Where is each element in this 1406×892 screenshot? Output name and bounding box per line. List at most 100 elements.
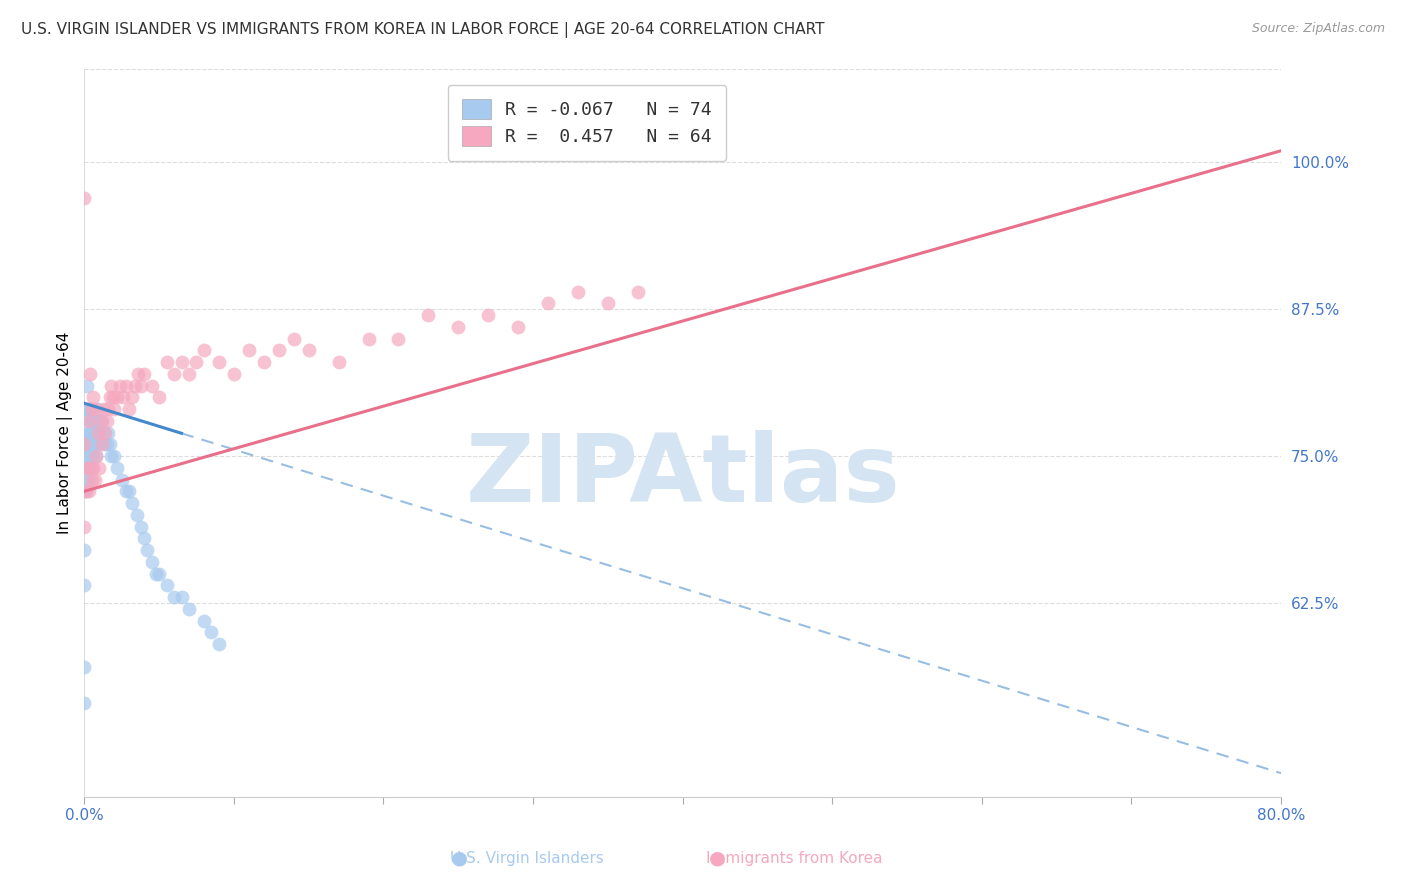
Point bbox=[84, 449, 107, 463]
Point bbox=[79, 437, 101, 451]
Point bbox=[96, 437, 118, 451]
Point bbox=[83, 425, 105, 440]
Point bbox=[148, 390, 170, 404]
Point bbox=[98, 437, 121, 451]
Point bbox=[267, 343, 290, 358]
Point bbox=[208, 355, 231, 369]
Point bbox=[73, 437, 96, 451]
Point bbox=[83, 414, 105, 428]
Point bbox=[100, 449, 122, 463]
Point bbox=[73, 437, 96, 451]
Point bbox=[98, 390, 121, 404]
Point bbox=[75, 402, 97, 417]
Point bbox=[73, 484, 96, 499]
Point bbox=[155, 578, 177, 592]
Point bbox=[177, 601, 200, 615]
Point bbox=[145, 566, 167, 581]
Point bbox=[193, 343, 215, 358]
Point bbox=[136, 543, 159, 558]
Point bbox=[77, 484, 100, 499]
Point bbox=[148, 566, 170, 581]
Point bbox=[103, 402, 125, 417]
Point bbox=[238, 343, 260, 358]
Point bbox=[83, 473, 105, 487]
Point bbox=[96, 414, 118, 428]
Point bbox=[627, 285, 650, 299]
Point bbox=[79, 367, 101, 381]
Point bbox=[357, 332, 380, 346]
Point bbox=[93, 402, 115, 417]
Point bbox=[447, 319, 470, 334]
Point bbox=[83, 402, 105, 417]
Point bbox=[387, 332, 409, 346]
Point bbox=[141, 378, 163, 392]
Point bbox=[105, 390, 128, 404]
Point bbox=[76, 473, 98, 487]
Point bbox=[90, 414, 112, 428]
Point bbox=[94, 437, 117, 451]
Text: U.S. Virgin Islanders: U.S. Virgin Islanders bbox=[450, 851, 605, 865]
Point bbox=[508, 319, 530, 334]
Point bbox=[76, 378, 98, 392]
Point bbox=[100, 378, 122, 392]
Point bbox=[82, 460, 104, 475]
Point bbox=[87, 437, 110, 451]
Point bbox=[121, 390, 143, 404]
Point bbox=[125, 508, 148, 522]
Point bbox=[567, 285, 589, 299]
Point bbox=[76, 425, 98, 440]
Point bbox=[112, 390, 135, 404]
Point bbox=[91, 437, 114, 451]
Point bbox=[77, 437, 100, 451]
Point bbox=[75, 437, 97, 451]
Point bbox=[77, 425, 100, 440]
Point bbox=[129, 378, 152, 392]
Point bbox=[105, 460, 128, 475]
Point bbox=[79, 414, 101, 428]
Point bbox=[87, 425, 110, 440]
Point bbox=[80, 437, 103, 451]
Point bbox=[79, 460, 101, 475]
Point bbox=[77, 473, 100, 487]
Point bbox=[208, 637, 231, 651]
Point bbox=[82, 425, 104, 440]
Point bbox=[127, 367, 149, 381]
Point bbox=[97, 425, 120, 440]
Text: U.S. VIRGIN ISLANDER VS IMMIGRANTS FROM KOREA IN LABOR FORCE | AGE 20-64 CORRELA: U.S. VIRGIN ISLANDER VS IMMIGRANTS FROM … bbox=[21, 22, 824, 38]
Point bbox=[129, 519, 152, 533]
Point bbox=[93, 425, 115, 440]
Point bbox=[596, 296, 619, 310]
Text: Immigrants from Korea: Immigrants from Korea bbox=[706, 851, 883, 865]
Point bbox=[200, 625, 222, 640]
Point bbox=[82, 414, 104, 428]
Point bbox=[97, 402, 120, 417]
Point bbox=[108, 378, 131, 392]
Point bbox=[80, 460, 103, 475]
Text: ●: ● bbox=[451, 848, 468, 868]
Point bbox=[73, 191, 96, 205]
Point bbox=[80, 402, 103, 417]
Point bbox=[82, 390, 104, 404]
Point bbox=[77, 449, 100, 463]
Point bbox=[89, 460, 111, 475]
Point bbox=[163, 590, 186, 604]
Point bbox=[170, 355, 193, 369]
Point bbox=[75, 484, 97, 499]
Text: Source: ZipAtlas.com: Source: ZipAtlas.com bbox=[1251, 22, 1385, 36]
Point bbox=[80, 414, 103, 428]
Point bbox=[155, 355, 177, 369]
Point bbox=[115, 378, 138, 392]
Point bbox=[253, 355, 276, 369]
Point bbox=[82, 437, 104, 451]
Point bbox=[73, 660, 96, 674]
Point bbox=[141, 555, 163, 569]
Point bbox=[73, 543, 96, 558]
Point bbox=[79, 402, 101, 417]
Point bbox=[124, 378, 146, 392]
Point bbox=[118, 402, 141, 417]
Point bbox=[418, 308, 440, 322]
Point bbox=[79, 449, 101, 463]
Point bbox=[103, 449, 125, 463]
Point bbox=[283, 332, 305, 346]
Point bbox=[91, 414, 114, 428]
